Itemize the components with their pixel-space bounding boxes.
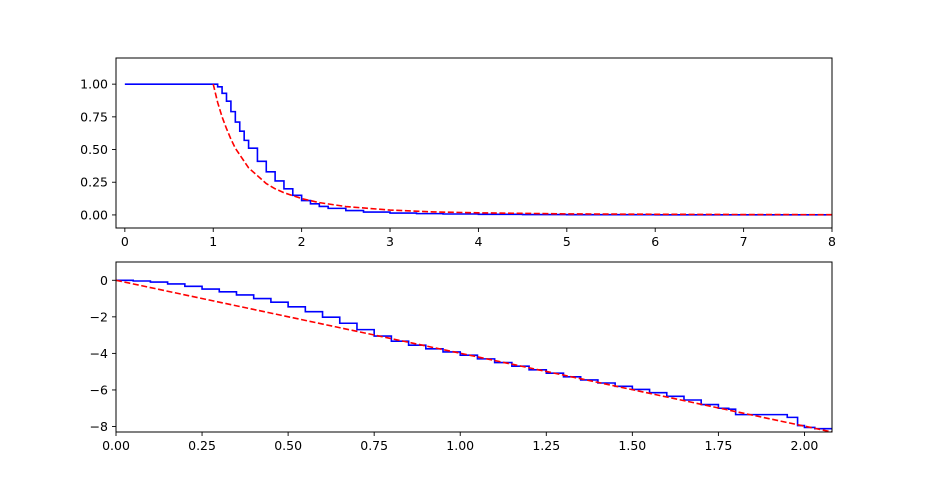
x-tick-label: 8 xyxy=(828,234,836,249)
x-tick-label: 0.75 xyxy=(360,438,388,453)
y-tick-label: 0.25 xyxy=(80,175,108,190)
axes-frame xyxy=(115,261,833,433)
top-axes: 0 1 2 3 4 5 6 7 8 0.00 0.25 0.50 0.75 1.00 xyxy=(80,57,836,249)
y-tick-label: 0.00 xyxy=(80,207,108,222)
y-tick-label: 1.00 xyxy=(80,77,108,92)
x-tick-label: 4 xyxy=(474,234,482,249)
x-tick-label: 0.50 xyxy=(274,438,302,453)
bottom-axes: 0.00 0.25 0.50 0.75 1.00 1.25 1.50 1.75 2.00 0 −2 −… xyxy=(90,261,833,453)
y-tick-label: 0 xyxy=(100,273,108,288)
dashed-red-series xyxy=(116,279,832,432)
x-tick-label: 3 xyxy=(386,234,394,249)
x-tick-label: 1 xyxy=(209,234,217,249)
solid-blue-series xyxy=(124,83,832,216)
x-tick-label: 7 xyxy=(740,234,748,249)
x-tick-label: 0.00 xyxy=(102,438,130,453)
x-tick-label: 2 xyxy=(298,234,306,249)
x-tick-label: 2.00 xyxy=(791,438,819,453)
x-tick-label: 1.00 xyxy=(446,438,474,453)
dashed-red-series xyxy=(212,83,832,216)
x-tick-label: 0 xyxy=(121,234,129,249)
axes-frame xyxy=(115,57,833,229)
y-tick-label: −4 xyxy=(90,346,108,361)
x-tick-label: 1.50 xyxy=(618,438,646,453)
x-tick-label: 5 xyxy=(563,234,571,249)
x-tick-label: 1.25 xyxy=(532,438,560,453)
x-tick-label: 1.75 xyxy=(704,438,732,453)
y-tick-label: −2 xyxy=(90,309,108,324)
x-tick-label: 0.25 xyxy=(188,438,216,453)
y-tick-label: −8 xyxy=(90,419,108,434)
solid-blue-series xyxy=(116,279,832,430)
y-tick-label: 0.75 xyxy=(80,109,108,124)
y-tick-label: −6 xyxy=(90,382,108,397)
x-tick-label: 6 xyxy=(651,234,659,249)
y-tick-label: 0.50 xyxy=(80,142,108,157)
